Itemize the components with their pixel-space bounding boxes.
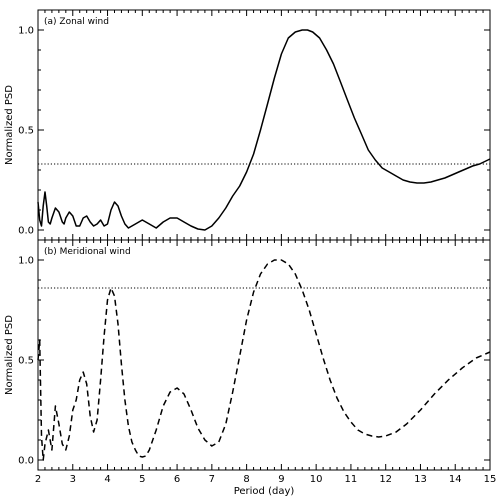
y-tick-label: 0.0	[18, 456, 34, 467]
x-tick-label: 9	[278, 474, 284, 485]
x-tick-label: 7	[209, 474, 215, 485]
x-tick-label: 3	[70, 474, 76, 485]
x-tick-label: 12	[379, 474, 392, 485]
y-tick-label: 1.0	[18, 26, 34, 37]
x-tick-label: 5	[139, 474, 145, 485]
panel-a: 0.0 0.5 1.0 Normalized PSD (a) Zonal wind	[4, 9, 491, 241]
y-axis-title: Normalized PSD	[4, 85, 15, 165]
y-tick-label: 0.0	[18, 226, 34, 237]
x-ticks	[37, 10, 491, 240]
y-axis-title: Normalized PSD	[4, 315, 15, 395]
panel-b: 0.0 0.5 1.0 2 3 4 5 6 7 8 9 10 11 12 13 14 15 Normalized …	[4, 239, 497, 497]
x-tick-label: 2	[35, 474, 41, 485]
x-tick-label: 8	[243, 474, 249, 485]
x-tick-label: 10	[310, 474, 323, 485]
x-tick-label: 14	[449, 474, 462, 485]
x-tick-label: 13	[414, 474, 427, 485]
x-tick-label: 11	[345, 474, 358, 485]
psd-curve	[37, 29, 491, 231]
x-axis-title: Period (day)	[234, 486, 295, 497]
x-ticks	[37, 240, 491, 470]
y-tick-label: 0.5	[18, 126, 34, 137]
x-tick-label: 15	[484, 474, 497, 485]
panel-label: (b) Meridional wind	[44, 247, 131, 257]
y-tick-label: 1.0	[18, 256, 34, 267]
plot-frame	[37, 9, 491, 241]
y-ticks	[38, 239, 490, 461]
x-tick-label: 4	[104, 474, 110, 485]
y-ticks	[38, 9, 490, 231]
y-tick-label: 0.5	[18, 356, 34, 367]
x-tick-label: 6	[174, 474, 180, 485]
plot-frame	[37, 239, 491, 471]
panel-label: (a) Zonal wind	[44, 17, 109, 27]
psd-curve	[37, 259, 491, 461]
